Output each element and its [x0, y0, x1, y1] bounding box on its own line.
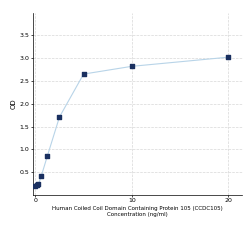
Point [46, 154, 50, 158]
Point [58, 115, 62, 119]
Point [82, 72, 86, 76]
Point [36, 182, 40, 186]
Point [34, 184, 38, 188]
Point [35, 183, 39, 187]
Point [226, 55, 230, 59]
Y-axis label: OD: OD [10, 98, 16, 109]
Point [40, 174, 44, 178]
X-axis label: Human Coiled Coil Domain Containing Protein 105 (CCDC105)
Concentration (ng/ml): Human Coiled Coil Domain Containing Prot… [52, 206, 223, 217]
Point [130, 64, 134, 68]
